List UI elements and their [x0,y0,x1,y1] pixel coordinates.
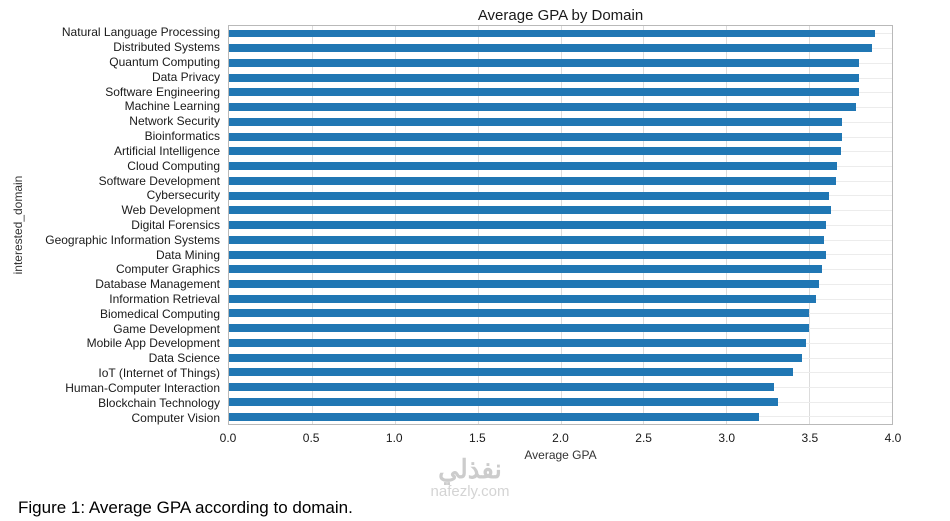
bar [229,294,816,303]
category-label: Software Development [98,173,220,188]
x-tick-label: 0.0 [219,431,237,445]
category-label: Information Retrieval [109,292,220,307]
bar [229,383,775,392]
chart-row [229,218,892,233]
chart-row [229,394,892,409]
x-tick-label: 3.0 [718,431,736,445]
bar [229,353,803,362]
chart-row [229,306,892,321]
chart-row [229,232,892,247]
category-labels: Natural Language Processing Distributed S… [0,25,222,425]
chart-row [229,55,892,70]
category-label: Quantum Computing [109,55,220,70]
bar [229,88,859,97]
bar [229,265,823,274]
x-tick-label: 0.5 [302,431,320,445]
category-label: Bioinformatics [144,129,220,144]
chart-row [229,114,892,129]
chart-row [229,85,892,100]
category-label: Web Development [121,203,221,218]
category-label: Data Privacy [151,69,220,84]
category-label: Cybersecurity [146,188,220,203]
x-tick-label: 4.0 [884,431,902,445]
bar [229,103,856,112]
chart-row [229,129,892,144]
bar [229,117,843,126]
category-label: Artificial Intelligence [113,143,220,158]
bar [229,309,810,318]
chart-row [229,247,892,262]
vertical-gridline [892,26,893,424]
bar [229,397,778,406]
category-label: Distributed Systems [113,40,220,55]
bar [229,280,820,288]
bar [229,162,838,171]
category-label: Computer Graphics [115,262,220,277]
category-label: Software Engineering [105,84,220,99]
chart-row [229,365,892,380]
category-label: IoT (Internet of Things) [98,366,220,381]
category-label: Cloud Computing [127,158,220,173]
plot-area [228,25,893,425]
chart-row [229,262,892,277]
x-tick-label: 3.5 [801,431,819,445]
chart-row [229,144,892,159]
bar [229,191,829,200]
category-label: Mobile App Development [86,336,220,351]
chart-row [229,26,892,41]
category-label: Game Development [113,321,220,336]
bar [229,324,810,333]
chart-row [229,70,892,85]
x-tick-label: 2.0 [552,431,569,445]
bar [229,147,841,156]
chart-row [229,321,892,336]
chart-row [229,188,892,203]
category-label: Geographic Information Systems [45,232,220,247]
x-tick-label: 1.0 [385,431,403,445]
x-tick-label: 1.5 [469,431,486,445]
bar [229,176,836,185]
category-label: Blockchain Technology [98,395,220,410]
x-axis-ticks: 0.0 0.5 1.0 1.5 2.0 2.5 3.0 3.5 4.0 [220,431,902,445]
category-label: Computer Vision [131,410,221,425]
chart-row [229,100,892,115]
x-tick-label: 2.5 [635,431,652,445]
bar [229,29,876,38]
category-label: Machine Learning [124,99,220,114]
category-label: Data Mining [155,247,220,262]
chart-row [229,159,892,174]
bar [229,206,831,215]
category-label: Natural Language Processing [61,25,220,40]
bar [229,368,793,377]
chart-row [229,291,892,306]
figure-caption: Figure 1: Average GPA according to domai… [18,498,353,517]
chart-row [229,41,892,56]
category-label: Network Security [129,114,220,129]
chart-row [229,335,892,350]
chart-row [229,276,892,291]
category-label: Biomedical Computing [99,306,220,321]
watermark-site-text: nafezly.com [430,482,510,500]
category-label: Digital Forensics [131,217,220,232]
category-label: Data Science [148,351,220,366]
chart-row [229,380,892,395]
bar [229,338,806,347]
chart-row [229,350,892,365]
chart-row [229,173,892,188]
bar [229,73,859,82]
category-label: Human-Computer Interaction [65,380,220,395]
bar [229,221,826,230]
bar [229,250,826,259]
chart-row [229,203,892,218]
category-label: Database Management [95,277,220,292]
x-axis-label: Average GPA [524,448,597,462]
bar [229,132,843,141]
chart-title: Average GPA by Domain [477,7,644,24]
chart-row [229,409,892,424]
bar [229,235,825,244]
bar [229,44,873,53]
bar [229,412,760,421]
bar [229,59,859,67]
